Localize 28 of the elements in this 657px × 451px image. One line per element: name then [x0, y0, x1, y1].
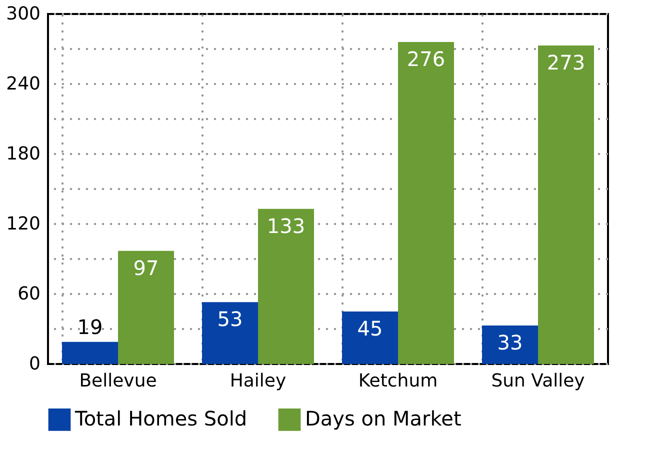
bar [538, 46, 594, 364]
x-tick-label: Ketchum [358, 370, 438, 392]
bar [62, 342, 118, 364]
data-label: 97 [133, 256, 159, 280]
data-label: 19 [77, 314, 103, 339]
bar [482, 326, 538, 364]
legend-label: Total Homes Sold [74, 406, 248, 431]
x-tick-label: Sun Valley [491, 370, 586, 392]
bar [398, 42, 454, 364]
bar [258, 208, 314, 364]
data-label: 276 [406, 47, 446, 71]
y-tick-label: 60 [18, 284, 40, 304]
y-tick-label: 120 [6, 214, 40, 234]
y-tick-label: 180 [6, 144, 40, 164]
x-tick-label: Bellevue [79, 370, 157, 392]
x-tick-label: Hailey [230, 370, 286, 392]
data-label: 53 [217, 307, 243, 332]
y-tick-label: 240 [6, 74, 40, 94]
y-tick-label: 0 [29, 354, 40, 374]
legend-label: Days on Market [305, 406, 462, 431]
bar [118, 250, 174, 364]
bar [342, 312, 398, 364]
data-label: 273 [546, 50, 586, 74]
data-label: 33 [497, 330, 523, 354]
y-tick-label: 300 [6, 4, 40, 24]
data-label: 45 [357, 316, 383, 340]
bar [202, 302, 258, 364]
data-label: 133 [266, 214, 306, 238]
